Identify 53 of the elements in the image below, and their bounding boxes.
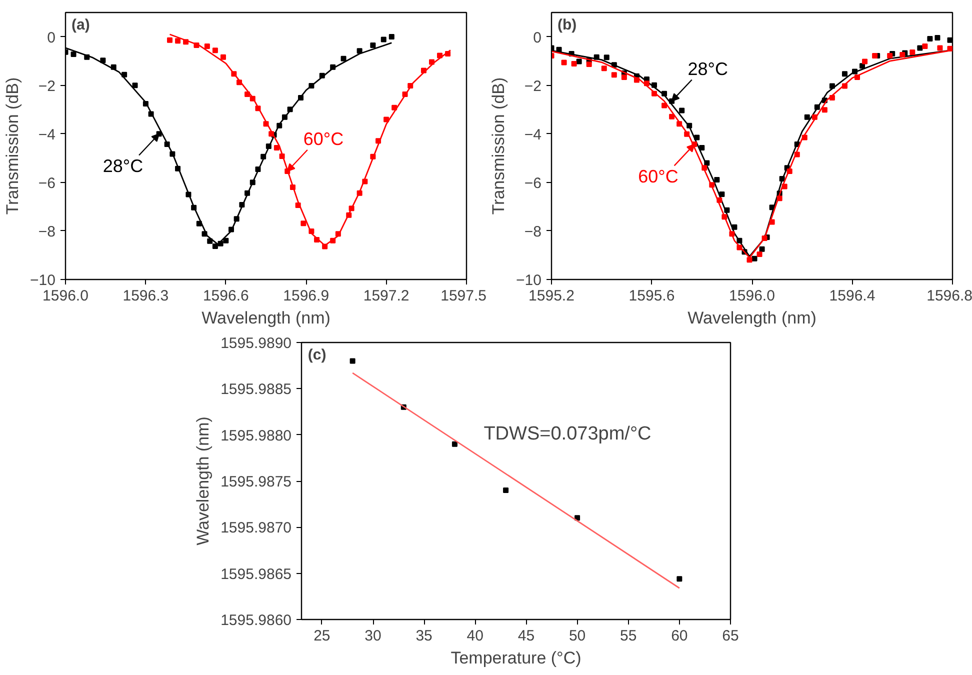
annotation: (c) [308, 346, 326, 364]
annotation: 28°C [688, 59, 728, 80]
y-tick-label: −10 [516, 272, 542, 289]
y-tick-label: −2 [38, 78, 56, 95]
x-tick-label: 1597.2 [363, 288, 410, 304]
y-tick-label: −2 [524, 78, 542, 95]
y-axis-title: Wavelength (nm) [194, 416, 213, 546]
annotation: TDWS=0.073pm/°C [484, 423, 652, 444]
y-tick-label: 1595.9865 [220, 566, 292, 583]
y-tick-label: 1595.9890 [220, 335, 292, 352]
y-axis-title: Transmission (dB) [3, 77, 22, 215]
y-tick-label: −4 [38, 126, 56, 144]
x-tick-label: 35 [416, 628, 432, 644]
y-tick-label: −10 [30, 272, 56, 289]
annotation: 60°C [638, 166, 678, 186]
y-tick-label: 0 [47, 29, 56, 46]
y-tick-label: −8 [38, 223, 56, 240]
x-tick-label: 55 [620, 628, 637, 644]
annotation: (b) [558, 16, 577, 34]
x-axis-title: Wavelength (nm) [688, 308, 816, 328]
y-tick-label: −6 [524, 174, 542, 192]
y-tick-label: 1595.9870 [220, 520, 292, 537]
x-tick-label: 1596.3 [122, 288, 169, 304]
y-tick-label: 1595.9875 [220, 474, 292, 490]
x-tick-label: 1597.5 [440, 288, 487, 304]
x-axis-title: Wavelength (nm) [202, 308, 330, 328]
x-tick-label: 1596.0 [729, 288, 775, 304]
y-tick-label: 1595.9885 [220, 381, 292, 398]
y-tick-label: −4 [524, 126, 542, 144]
x-axis-title: Temperature (°C) [450, 648, 582, 668]
x-tick-label: 50 [568, 628, 586, 644]
x-tick-label: 1595.6 [628, 288, 675, 304]
x-tick-label: 40 [466, 628, 484, 644]
annotation: 28°C [102, 156, 144, 176]
annotation: (a) [72, 16, 90, 34]
x-tick-label: 1596.4 [829, 288, 876, 304]
x-tick-label: 45 [518, 628, 535, 644]
x-tick-label: 1596.0 [42, 288, 88, 304]
y-tick-label: −6 [38, 174, 56, 192]
annotation: 60°C [303, 129, 344, 150]
y-tick-label: 0 [533, 29, 542, 46]
y-axis-title: Transmission (dB) [489, 77, 508, 215]
x-tick-label: 1595.2 [528, 288, 574, 304]
y-tick-label: −8 [524, 223, 542, 240]
y-tick-label: 1595.9860 [220, 612, 292, 629]
x-tick-label: 60 [671, 628, 688, 644]
x-tick-label: 1596.8 [926, 288, 972, 304]
x-tick-label: 25 [314, 628, 330, 644]
y-tick-label: 1595.9880 [220, 427, 292, 444]
x-tick-label: 1596.9 [283, 288, 330, 304]
x-tick-label: 1596.6 [202, 288, 249, 304]
x-tick-label: 65 [722, 628, 739, 644]
x-tick-label: 30 [364, 628, 382, 644]
